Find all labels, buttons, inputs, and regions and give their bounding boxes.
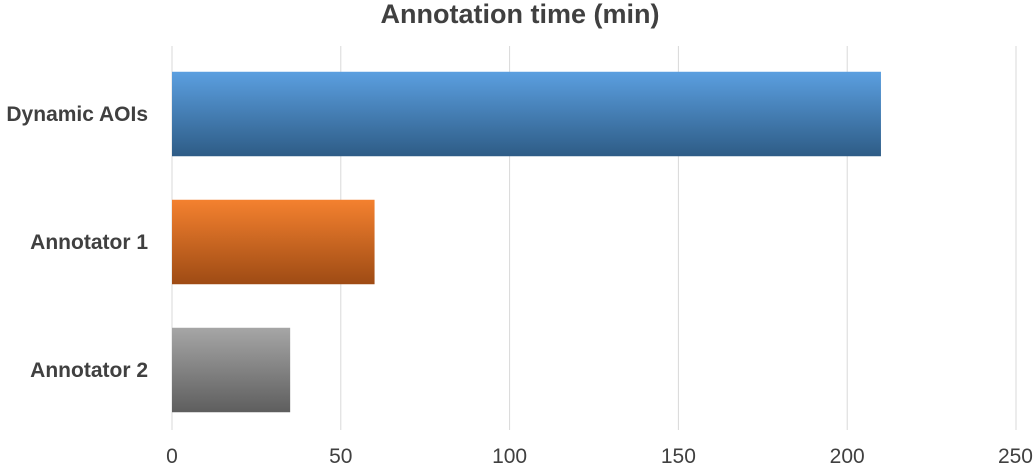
x-tick-label-0: 0 xyxy=(166,445,178,467)
chart-title: Annotation time (min) xyxy=(380,0,660,29)
category-label-annotator-2: Annotator 2 xyxy=(30,359,148,382)
x-tick-label-150: 150 xyxy=(661,445,696,467)
bars xyxy=(172,71,881,413)
bar-annotator-1 xyxy=(172,199,375,285)
x-tick-label-250: 250 xyxy=(998,445,1033,467)
category-labels: Dynamic AOIs Annotator 1 Annotator 2 xyxy=(6,103,148,382)
category-label-annotator-1: Annotator 1 xyxy=(30,231,148,254)
x-tick-label-200: 200 xyxy=(830,445,865,467)
bar-dynamic-aois xyxy=(172,71,881,157)
x-tick-label-100: 100 xyxy=(492,445,527,467)
x-tick-label-50: 50 xyxy=(329,445,352,467)
x-axis-tick-labels: 0 50 100 150 200 250 xyxy=(166,445,1033,467)
bar-annotator-2 xyxy=(172,327,291,413)
category-label-dynamic-aois: Dynamic AOIs xyxy=(6,103,148,126)
